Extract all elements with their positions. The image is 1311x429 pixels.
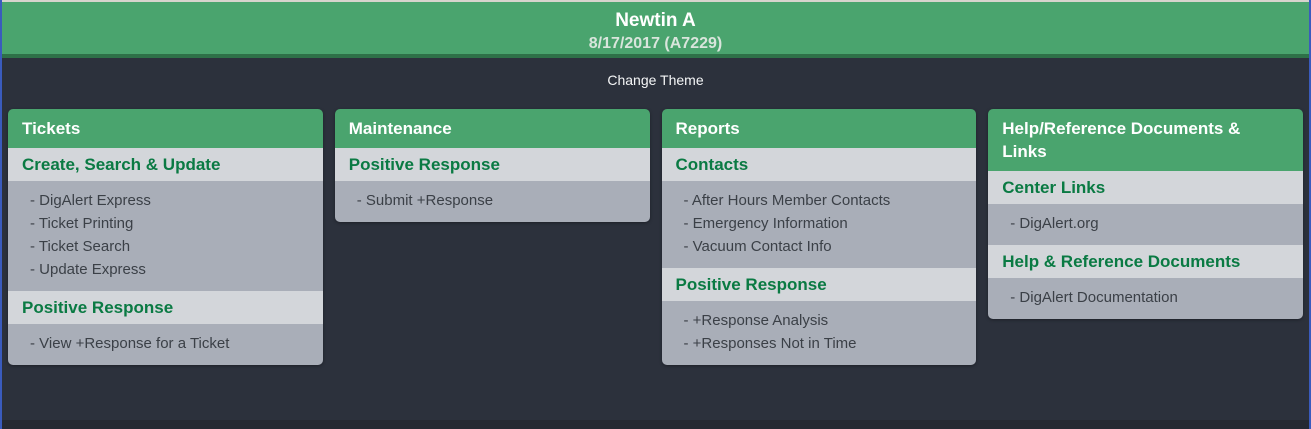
section-title: Positive Response	[8, 291, 323, 324]
menu-item-submit-response[interactable]: - Submit +Response	[356, 192, 494, 209]
card-section: Help & Reference Documents - DigAlert Do…	[988, 245, 1303, 319]
menu-item-digalert-org[interactable]: - DigAlert.org	[1010, 215, 1099, 232]
section-items: - Submit +Response	[334, 181, 650, 222]
section-title: Help & Reference Documents	[988, 245, 1303, 278]
frame-bottom-strip	[2, 420, 1309, 429]
menu-cards: Tickets Create, Search & Update - DigAle…	[8, 109, 1303, 365]
page-subtitle: 8/17/2017 (A7229)	[588, 35, 723, 52]
card-title: Reports	[661, 109, 977, 148]
menu-item-vacuum-contact-info[interactable]: - Vacuum Contact Info	[683, 238, 832, 255]
menu-item-response-analysis[interactable]: - +Response Analysis	[683, 312, 829, 329]
menu-item-view-response-for-a-ticket[interactable]: - View +Response for a Ticket	[30, 335, 230, 352]
menu-item-ticket-printing[interactable]: - Ticket Printing	[30, 215, 134, 232]
section-title: Create, Search & Update	[8, 148, 323, 181]
app-header: Newtin A 8/17/2017 (A7229)	[2, 2, 1309, 58]
card-help-reference-documents-links: Help/Reference Documents & Links Center …	[988, 109, 1303, 319]
card-tickets: Tickets Create, Search & Update - DigAle…	[8, 109, 323, 365]
section-title: Center Links	[988, 171, 1303, 204]
section-title: Positive Response	[661, 268, 977, 301]
section-items: - DigAlert.org	[988, 204, 1303, 245]
card-section: Positive Response - Submit +Response	[334, 148, 650, 222]
card-section: Positive Response - View +Response for a…	[8, 291, 323, 365]
menu-item-emergency-information[interactable]: - Emergency Information	[683, 215, 848, 232]
section-items: - DigAlert Express - Ticket Printing - Tic…	[8, 181, 323, 291]
menu-item-after-hours-member-contacts[interactable]: - After Hours Member Contacts	[683, 192, 891, 209]
menu-item-update-express[interactable]: - Update Express	[30, 261, 146, 278]
card-section: Positive Response - +Response Analysis - …	[661, 268, 977, 365]
section-items: - View +Response for a Ticket	[8, 324, 323, 365]
card-title: Tickets	[8, 109, 323, 148]
menu-item-responses-not-in-time[interactable]: - +Responses Not in Time	[683, 335, 857, 352]
menu-item-digalert-documentation[interactable]: - DigAlert Documentation	[1010, 289, 1178, 306]
menu-item-ticket-search[interactable]: - Ticket Search	[30, 238, 131, 255]
card-section: Center Links - DigAlert.org	[988, 171, 1303, 245]
frame-top-line	[2, 0, 1309, 2]
theme-bar: Change Theme	[2, 58, 1309, 109]
card-title: Maintenance	[334, 109, 650, 148]
card-reports: Reports Contacts - After Hours Member Co…	[661, 109, 977, 365]
card-section: Create, Search & Update - DigAlert Expre…	[8, 148, 323, 291]
section-title: Positive Response	[334, 148, 650, 181]
card-section: Contacts - After Hours Member Contacts - …	[661, 148, 977, 268]
section-items: - After Hours Member Contacts - Emergency…	[661, 181, 977, 268]
change-theme-link[interactable]: Change Theme	[607, 72, 704, 88]
section-title: Contacts	[661, 148, 977, 181]
section-items: - +Response Analysis - +Responses Not in …	[661, 301, 977, 365]
card-maintenance: Maintenance Positive Response - Submit +…	[334, 109, 650, 222]
page-title: Newtin A	[615, 10, 696, 31]
menu-item-digalert-express[interactable]: - DigAlert Express	[30, 192, 151, 209]
card-title: Help/Reference Documents & Links	[988, 109, 1303, 171]
section-items: - DigAlert Documentation	[988, 278, 1303, 319]
